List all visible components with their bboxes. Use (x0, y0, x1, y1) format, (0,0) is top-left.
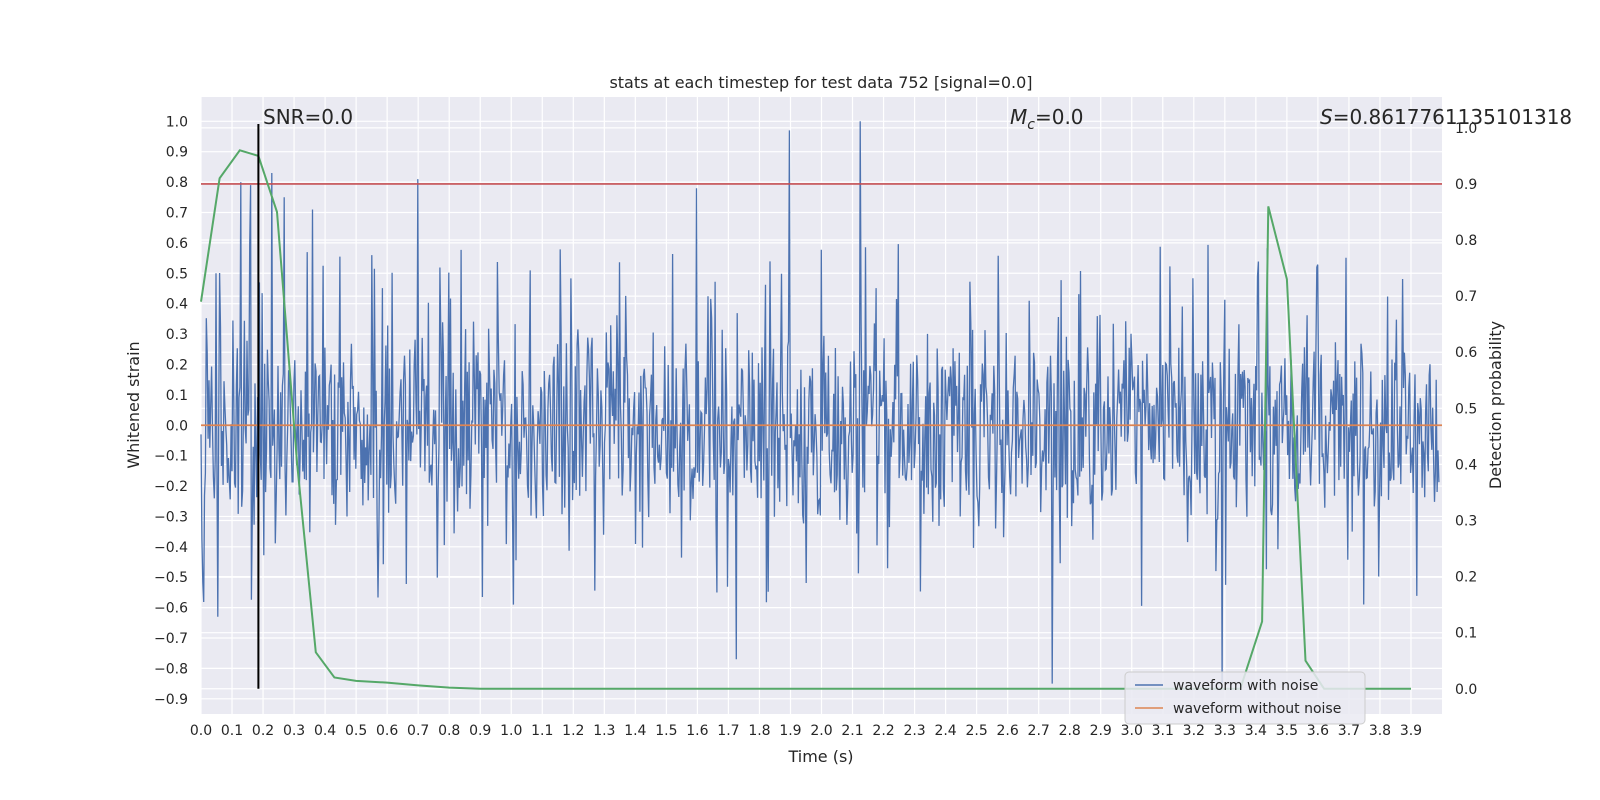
noise-series (200, 121, 1440, 684)
x-tick-label: 1.1 (531, 723, 553, 739)
x-tick-label: 2.1 (841, 723, 863, 739)
y-right-tick-label: 0.2 (1455, 570, 1477, 586)
x-tick-label: 0.4 (314, 723, 336, 739)
y-tick-label: −0.3 (154, 509, 188, 525)
y-tick-label: 0.9 (166, 145, 188, 161)
y-tick-labels: 1.0 0.9 0.8 0.7 0.6 0.5 0.4 0.3 0.2 0.1 0.0 −0.1 −0.… (154, 114, 188, 707)
y-tick-label: 0.7 (166, 205, 188, 221)
x-tick-label: 0.1 (221, 723, 243, 739)
y-tick-label: −0.6 (154, 601, 188, 617)
x-tick-label: 2.7 (1028, 723, 1050, 739)
series-line-waveform-with-noise (200, 121, 1440, 684)
x-tick-label: 1.6 (686, 723, 708, 739)
x-tick-label: 2.8 (1059, 723, 1081, 739)
y-tick-label: 0.4 (166, 297, 188, 313)
s-value: =0.8617761135101318 (1333, 105, 1572, 129)
x-tick-labels: 0.0 0.1 0.2 0.3 0.4 0.5 0.6 0.7 0.8 0.9 1.0 1.1 1.2 1… (190, 723, 1422, 739)
y-tick-label: −0.1 (154, 449, 188, 465)
x-tick-label: 1.5 (655, 723, 677, 739)
x-tick-label: 2.3 (903, 723, 925, 739)
y-tick-label: −0.2 (154, 479, 188, 495)
x-tick-label: 0.5 (345, 723, 367, 739)
s-symbol: S (1320, 105, 1333, 129)
y-tick-label: −0.8 (154, 661, 188, 677)
y-tick-label: 0.5 (166, 266, 188, 282)
x-tick-label: 1.2 (562, 723, 584, 739)
x-tick-label: 1.3 (593, 723, 615, 739)
y-right-tick-label: 0.3 (1455, 513, 1477, 529)
x-tick-label: 3.1 (1152, 723, 1174, 739)
x-tick-label: 0.8 (438, 723, 460, 739)
x-tick-label: 2.5 (965, 723, 987, 739)
y-right-tick-label: 0.9 (1455, 177, 1477, 193)
mc-value: =0.0 (1035, 105, 1084, 129)
y-tick-label: −0.4 (154, 540, 188, 556)
y-right-tick-label: 0.0 (1455, 682, 1477, 698)
x-tick-label: 2.9 (1090, 723, 1112, 739)
y-right-tick-label: 1.0 (1455, 121, 1477, 137)
y-right-tick-label: 0.7 (1455, 289, 1477, 305)
legend-box (1124, 671, 1366, 725)
x-tick-label: 1.8 (748, 723, 770, 739)
y-tick-label: −0.5 (154, 570, 188, 586)
y-tick-label: 0.6 (166, 236, 188, 252)
x-tick-label: 0.2 (252, 723, 274, 739)
x-tick-label: 1.4 (624, 723, 646, 739)
x-tick-label: 3.4 (1245, 723, 1267, 739)
y-axis-label: Whitened strain (124, 341, 143, 468)
x-tick-label: 3.5 (1276, 723, 1298, 739)
y-tick-label: 1.0 (166, 114, 188, 130)
mc-annotation: Mc=0.0 (1010, 105, 1084, 133)
y-right-tick-label: 0.4 (1455, 457, 1477, 473)
legend-label-noise: waveform with noise (1173, 678, 1318, 694)
x-tick-label: 3.2 (1183, 723, 1205, 739)
x-tick-label: 0.9 (469, 723, 491, 739)
x-tick-label: 1.9 (779, 723, 801, 739)
y-tick-label: −0.7 (154, 631, 188, 647)
x-tick-label: 2.6 (997, 723, 1019, 739)
y-right-axis-label: Detection probability (1486, 321, 1505, 489)
x-tick-label: 3.9 (1400, 723, 1422, 739)
snr-annotation: SNR=0.0 (263, 105, 353, 129)
y-tick-label: −0.9 (154, 692, 188, 708)
y-right-tick-label: 0.6 (1455, 345, 1477, 361)
y-tick-label: 0.1 (166, 388, 188, 404)
series-line-detection-probability (200, 149, 1411, 690)
legend: waveform with noise waveform without noi… (1124, 671, 1366, 725)
mc-subscript: c (1027, 117, 1035, 133)
overlay-lines (200, 124, 1442, 690)
x-tick-label: 3.3 (1214, 723, 1236, 739)
y-right-tick-labels: 1.0 0.9 0.8 0.7 0.6 0.5 0.4 0.3 0.2 0.1 0.0 (1455, 121, 1477, 698)
x-tick-label: 0.7 (407, 723, 429, 739)
y-tick-label: 0.3 (166, 327, 188, 343)
x-tick-label: 0.6 (376, 723, 398, 739)
chart-title: stats at each timestep for test data 752… (609, 73, 1032, 92)
x-tick-label: 3.8 (1369, 723, 1391, 739)
x-tick-label: 0.3 (283, 723, 305, 739)
x-tick-label: 1.0 (500, 723, 522, 739)
x-tick-label: 2.4 (934, 723, 956, 739)
y-tick-label: 0.2 (166, 357, 188, 373)
x-tick-label: 2.0 (810, 723, 832, 739)
x-tick-label: 3.6 (1307, 723, 1329, 739)
y-tick-label: 0.8 (166, 175, 188, 191)
x-tick-label: 2.2 (872, 723, 894, 739)
s-annotation: S=0.8617761135101318 (1320, 105, 1572, 129)
y-right-tick-label: 0.1 (1455, 626, 1477, 642)
x-tick-label: 0.0 (190, 723, 212, 739)
x-tick-label: 3.0 (1121, 723, 1143, 739)
y-right-tick-label: 0.8 (1455, 233, 1477, 249)
legend-label-clean: waveform without noise (1173, 701, 1341, 717)
mc-symbol: M (1010, 105, 1027, 129)
x-axis-label: Time (s) (787, 747, 853, 766)
y-right-tick-label: 0.5 (1455, 401, 1477, 417)
x-tick-label: 1.7 (717, 723, 739, 739)
y-tick-label: 0.0 (166, 418, 188, 434)
x-tick-label: 3.7 (1338, 723, 1360, 739)
